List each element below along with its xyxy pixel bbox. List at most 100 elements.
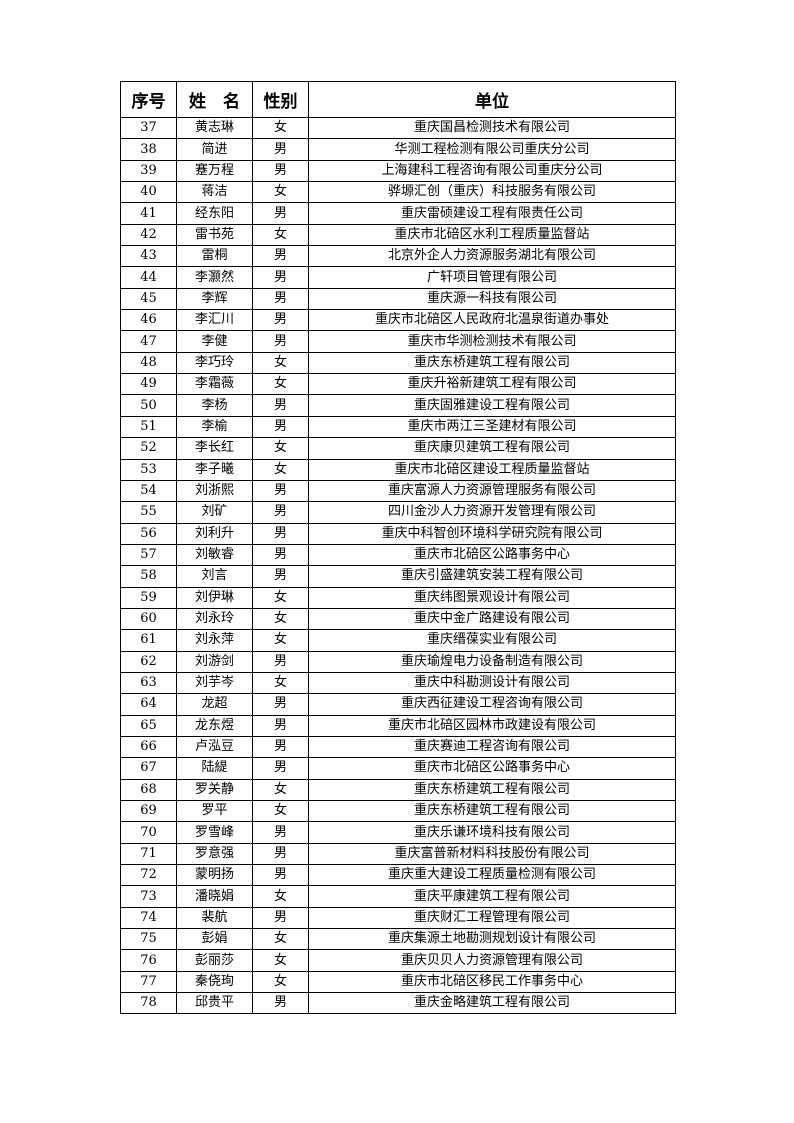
cell-name: 潘晓娟 [176,885,253,908]
cell-index: 67 [120,757,177,780]
cell-organization: 重庆市北碚区建设工程质量监督站 [308,458,676,481]
cell-gender: 男 [252,245,309,268]
cell-organization: 重庆国昌检测技术有限公司 [308,116,676,140]
cell-gender: 女 [252,885,309,908]
cell-organization: 重庆缙葆实业有限公司 [308,629,676,652]
header-organization: 单位 [308,81,676,118]
cell-name: 刘利升 [176,522,253,545]
cell-index: 52 [120,437,177,460]
cell-name: 蒙明扬 [176,864,253,887]
cell-gender: 男 [252,693,309,716]
table-row: 49 李霜薇女重庆升裕新建筑工程有限公司 [120,373,676,396]
cell-organization: 重庆东桥建筑工程有限公司 [308,351,676,375]
cell-name: 刘游剑 [176,650,253,673]
table-row: 66 卢泓豆男重庆赛迪工程咨询有限公司 [120,735,676,759]
cell-index: 71 [120,842,177,866]
cell-gender: 女 [252,949,309,972]
cell-gender: 女 [252,778,309,802]
cell-organization: 重庆东桥建筑工程有限公司 [308,799,676,823]
cell-organization: 重庆市华测检测技术有限公司 [308,330,676,353]
cell-index: 68 [120,778,177,802]
cell-name: 李长红 [176,437,253,460]
cell-name: 雷书苑 [176,223,253,247]
cell-name: 李榆 [176,415,253,439]
cell-name: 李灏然 [176,266,253,289]
cell-name: 罗雪峰 [176,821,253,844]
table-row: 51 李榆男重庆市两江三圣建材有限公司 [120,415,676,439]
table-row: 37 黄志琳女重庆国昌检测技术有限公司 [120,116,676,140]
cell-name: 李巧玲 [176,351,253,375]
table-row: 67 陆緹男重庆市北碚区公路事务中心 [120,757,676,780]
cell-name: 刘芋岑 [176,671,253,695]
cell-name: 裴航 [176,906,253,930]
cell-index: 63 [120,671,177,695]
cell-organization: 重庆纬图景观设计有限公司 [308,586,676,609]
table-row: 78 邱贵平男重庆金略建筑工程有限公司 [120,992,676,1015]
cell-organization: 重庆升裕新建筑工程有限公司 [308,373,676,396]
cell-index: 56 [120,522,177,545]
cell-organization: 重庆市北碚区移民工作事务中心 [308,970,676,994]
cell-name: 刘永萍 [176,629,253,652]
cell-gender: 男 [252,842,309,866]
cell-organization: 重庆源一科技有限公司 [308,287,676,311]
table-row: 59 刘伊琳女重庆纬图景观设计有限公司 [120,586,676,609]
cell-organization: 重庆康贝建筑工程有限公司 [308,437,676,460]
cell-index: 73 [120,885,177,908]
table-row: 50 李杨男重庆固雅建设工程有限公司 [120,394,676,417]
table-row: 70 罗雪峰男重庆乐谦环境科技有限公司 [120,821,676,844]
cell-index: 72 [120,864,177,887]
cell-index: 48 [120,351,177,375]
table-row: 54 刘浙熙男重庆富源人力资源管理服务有限公司 [120,479,676,503]
cell-gender: 男 [252,501,309,524]
cell-index: 57 [120,543,177,567]
cell-organization: 重庆东桥建筑工程有限公司 [308,778,676,802]
cell-index: 50 [120,394,177,417]
cell-name: 罗意强 [176,842,253,866]
cell-organization: 重庆重大建设工程质量检测有限公司 [308,864,676,887]
cell-index: 60 [120,607,177,631]
cell-organization: 北京外企人力资源服务湖北有限公司 [308,245,676,268]
cell-index: 55 [120,501,177,524]
table-row: 74 裴航男重庆财汇工程管理有限公司 [120,906,676,930]
cell-gender: 男 [252,394,309,417]
cell-index: 61 [120,629,177,652]
cell-gender: 男 [252,159,309,183]
cell-index: 78 [120,992,177,1015]
cell-index: 66 [120,735,177,759]
cell-index: 44 [120,266,177,289]
cell-index: 46 [120,309,177,332]
table-row: 48 李巧玲女重庆东桥建筑工程有限公司 [120,351,676,375]
cell-organization: 骅塬汇创（重庆）科技服务有限公司 [308,181,676,204]
cell-gender: 男 [252,138,309,161]
cell-gender: 女 [252,351,309,375]
cell-name: 李子曦 [176,458,253,481]
cell-gender: 女 [252,928,309,951]
cell-gender: 女 [252,116,309,140]
table-row: 55 刘矿男四川金沙人力资源开发管理有限公司 [120,501,676,524]
header-row: 序号 姓 名 性别 单位 [120,81,676,118]
cell-gender: 男 [252,543,309,567]
cell-index: 49 [120,373,177,396]
cell-gender: 女 [252,586,309,609]
cell-name: 刘敏睿 [176,543,253,567]
table-row: 60 刘永玲女重庆中金广路建设有限公司 [120,607,676,631]
cell-index: 39 [120,159,177,183]
cell-index: 76 [120,949,177,972]
cell-gender: 男 [252,309,309,332]
table-row: 61 刘永萍女重庆缙葆实业有限公司 [120,629,676,652]
cell-gender: 男 [252,735,309,759]
cell-organization: 重庆雷硕建设工程有限责任公司 [308,202,676,225]
cell-name: 雷桐 [176,245,253,268]
cell-name: 蹇万程 [176,159,253,183]
cell-gender: 男 [252,992,309,1015]
cell-index: 75 [120,928,177,951]
cell-gender: 男 [252,202,309,225]
cell-name: 李霜薇 [176,373,253,396]
cell-organization: 广轩项目管理有限公司 [308,266,676,289]
cell-organization: 重庆乐谦环境科技有限公司 [308,821,676,844]
cell-gender: 女 [252,437,309,460]
table-row: 41 经东阳男重庆雷硕建设工程有限责任公司 [120,202,676,225]
cell-name: 刘浙熙 [176,479,253,503]
table-row: 76 彭丽莎女重庆贝贝人力资源管理有限公司 [120,949,676,972]
cell-organization: 华测工程检测有限公司重庆分公司 [308,138,676,161]
